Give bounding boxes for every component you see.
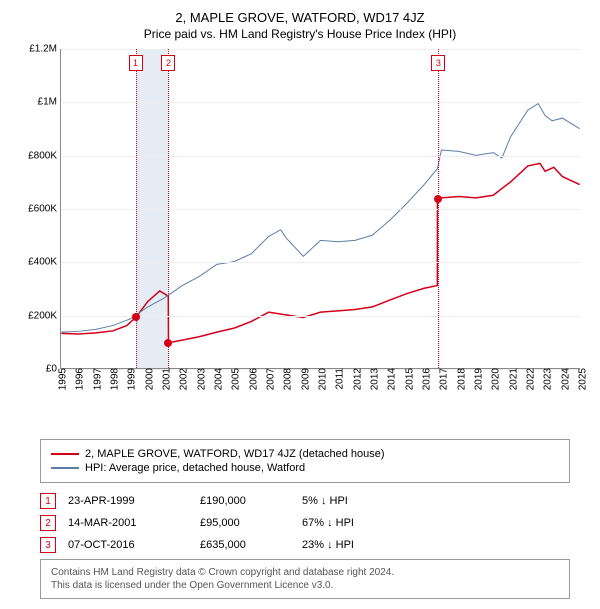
x-axis-label: 2015 (400, 368, 415, 390)
x-axis-label: 2017 (435, 368, 450, 390)
x-axis-label: 2006 (244, 368, 259, 390)
y-axis-label: £1.2M (29, 44, 61, 55)
x-axis-label: 1996 (71, 368, 86, 390)
transaction-row: 2 14-MAR-2001 £95,000 67% ↓ HPI (40, 515, 570, 531)
x-axis-label: 2012 (348, 368, 363, 390)
x-axis-label: 2019 (470, 368, 485, 390)
legend-swatch (51, 467, 79, 469)
gridline (61, 49, 580, 50)
chart-title: 2, MAPLE GROVE, WATFORD, WD17 4JZ (10, 10, 590, 25)
marker-point (132, 313, 140, 321)
transaction-date: 14-MAR-2001 (68, 517, 188, 529)
x-axis-label: 2021 (504, 368, 519, 390)
x-axis-label: 2013 (366, 368, 381, 390)
x-axis-label: 2007 (262, 368, 277, 390)
marker-box: 3 (431, 55, 445, 71)
x-axis-label: 2023 (539, 368, 554, 390)
transaction-row: 3 07-OCT-2016 £635,000 23% ↓ HPI (40, 537, 570, 553)
transaction-marker: 3 (40, 537, 56, 553)
x-axis-label: 1999 (123, 368, 138, 390)
marker-box: 1 (129, 55, 143, 71)
x-axis-label: 1998 (106, 368, 121, 390)
x-axis-label: 2022 (522, 368, 537, 390)
transaction-price: £635,000 (200, 539, 290, 551)
chart-subtitle: Price paid vs. HM Land Registry's House … (10, 27, 590, 41)
plot-region: £0£200K£400K£600K£800K£1M£1.2M1995199619… (60, 49, 580, 369)
y-axis-label: £200K (28, 310, 61, 321)
x-axis-label: 1995 (54, 368, 69, 390)
x-axis-label: 2009 (296, 368, 311, 390)
x-axis-label: 2014 (383, 368, 398, 390)
transaction-date: 23-APR-1999 (68, 495, 188, 507)
legend-box: 2, MAPLE GROVE, WATFORD, WD17 4JZ (detac… (40, 439, 570, 483)
footer-box: Contains HM Land Registry data © Crown c… (40, 559, 570, 599)
x-axis-label: 2010 (314, 368, 329, 390)
transaction-date: 07-OCT-2016 (68, 539, 188, 551)
x-axis-label: 2024 (556, 368, 571, 390)
gridline (61, 209, 580, 210)
legend-swatch (51, 453, 79, 455)
marker-box: 2 (161, 55, 175, 71)
chart-container: 2, MAPLE GROVE, WATFORD, WD17 4JZ Price … (0, 0, 600, 609)
footer-line2: This data is licensed under the Open Gov… (51, 579, 559, 592)
x-axis-label: 2002 (175, 368, 190, 390)
legend-item: HPI: Average price, detached house, Watf… (51, 462, 559, 474)
series-hpi (61, 104, 579, 333)
transaction-pct: 23% ↓ HPI (302, 539, 412, 551)
x-axis-label: 2001 (158, 368, 173, 390)
gridline (61, 262, 580, 263)
legend-item: 2, MAPLE GROVE, WATFORD, WD17 4JZ (detac… (51, 448, 559, 460)
x-axis-label: 2005 (227, 368, 242, 390)
transaction-marker: 1 (40, 493, 56, 509)
marker-line (438, 49, 439, 368)
x-axis-label: 2000 (140, 368, 155, 390)
footer-line1: Contains HM Land Registry data © Crown c… (51, 566, 559, 579)
marker-point (434, 195, 442, 203)
transaction-price: £190,000 (200, 495, 290, 507)
y-axis-label: £800K (28, 150, 61, 161)
marker-line (168, 49, 169, 368)
x-axis-label: 2004 (210, 368, 225, 390)
x-axis-label: 2020 (487, 368, 502, 390)
transaction-pct: 5% ↓ HPI (302, 495, 412, 507)
legend-label: HPI: Average price, detached house, Watf… (85, 462, 305, 474)
y-axis-label: £1M (38, 97, 61, 108)
transaction-pct: 67% ↓ HPI (302, 517, 412, 529)
y-axis-label: £400K (28, 257, 61, 268)
gridline (61, 156, 580, 157)
transactions-table: 1 23-APR-1999 £190,000 5% ↓ HPI 2 14-MAR-2001… (40, 493, 570, 553)
x-axis-label: 2011 (331, 368, 346, 390)
transaction-row: 1 23-APR-1999 £190,000 5% ↓ HPI (40, 493, 570, 509)
x-axis-label: 2008 (279, 368, 294, 390)
x-axis-label: 1997 (88, 368, 103, 390)
legend-label: 2, MAPLE GROVE, WATFORD, WD17 4JZ (detac… (85, 448, 385, 460)
y-axis-label: £600K (28, 204, 61, 215)
x-axis-label: 2003 (192, 368, 207, 390)
x-axis-label: 2016 (418, 368, 433, 390)
x-axis-label: 2018 (452, 368, 467, 390)
marker-point (164, 339, 172, 347)
chart-area: £0£200K£400K£600K£800K£1M£1.2M1995199619… (20, 49, 580, 399)
transaction-marker: 2 (40, 515, 56, 531)
transaction-price: £95,000 (200, 517, 290, 529)
x-axis-label: 2025 (574, 368, 589, 390)
gridline (61, 102, 580, 103)
